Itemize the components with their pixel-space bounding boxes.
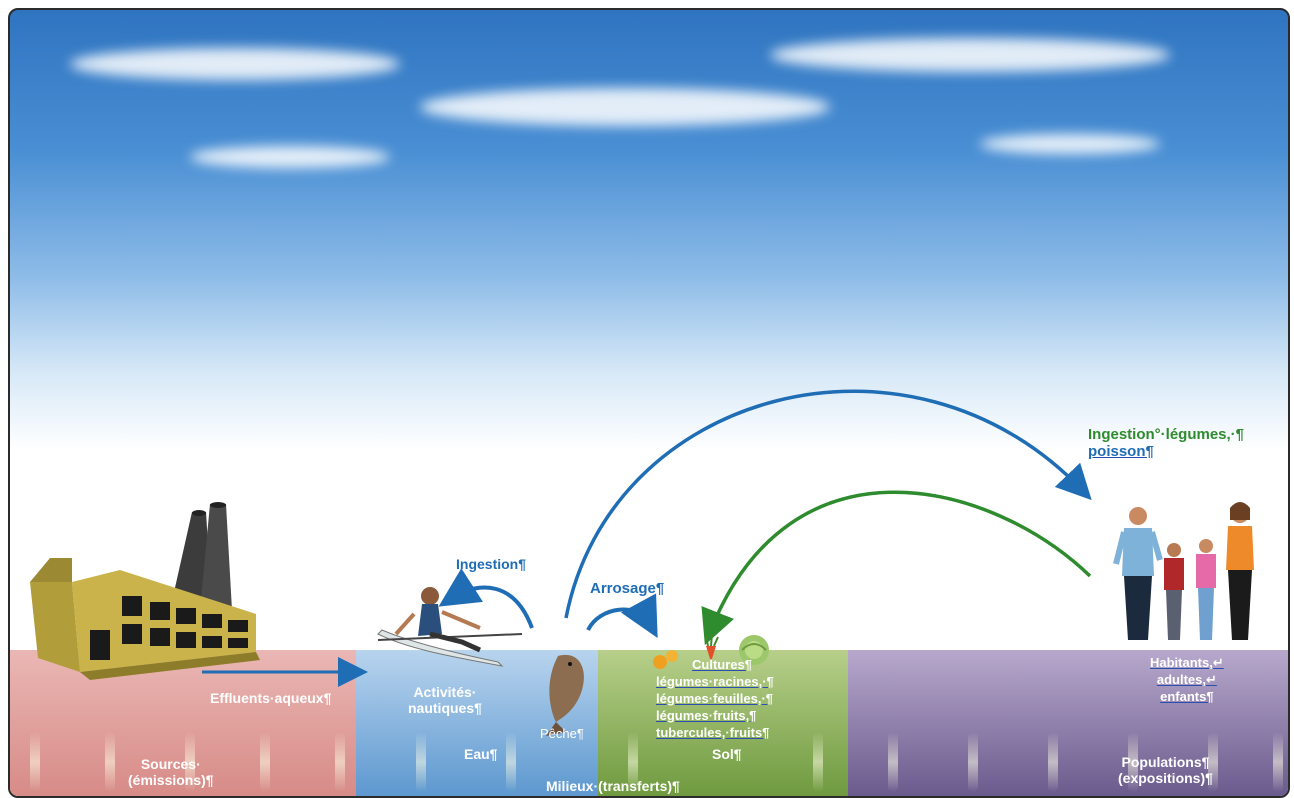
populations-line1: Populations¶: [1121, 754, 1210, 770]
sol-label: Sol¶: [712, 746, 742, 762]
populations-panel: [848, 650, 1288, 796]
habitants-line: Habitants,↵: [1150, 655, 1224, 670]
leg-racines: légumes·racines,·¶: [656, 674, 774, 689]
fish-icon: [546, 654, 584, 736]
leg-feuilles: légumes·feuilles,·¶: [656, 691, 774, 706]
cabbage-icon: [739, 635, 769, 665]
sources-label: Sources· (émissions)¶: [128, 756, 214, 788]
activites-label: Activités· nautiques¶: [408, 684, 482, 716]
habitants-label: Habitants,↵ adultes,↵ enfants¶: [1150, 654, 1224, 705]
arrosage-arrow: [586, 593, 658, 639]
sources-panel: [10, 650, 356, 796]
effluents-label: Effluents·aqueux¶: [210, 690, 332, 706]
ingestion-small-label: Ingestion¶: [456, 556, 527, 572]
cultures-title: Cultures¶: [692, 657, 752, 672]
cloud: [190, 146, 390, 168]
arrosage-label: Arrosage¶: [590, 580, 665, 597]
family-icon: [1113, 502, 1254, 640]
ingestion-big-line1: Ingestion°·légumes,·¶: [1088, 426, 1245, 443]
activites-line1: Activités·: [413, 684, 477, 700]
eau-label: Eau¶: [464, 746, 498, 762]
ingestion-green-arrow: [701, 490, 1092, 646]
ingestion-big-arrow: [564, 389, 1092, 619]
ingestion-big-label: Ingestion°·légumes,·¶ poisson¶: [1088, 426, 1244, 460]
sources-line2: (émissions)¶: [128, 772, 214, 788]
carrot-icon: [705, 633, 719, 662]
ingestion-small-arrow: [438, 568, 534, 629]
leg-fruits: légumes·fruits,¶: [656, 708, 757, 723]
peche-label: Pêche¶: [540, 726, 584, 741]
tubercules: tubercules,·fruits¶: [656, 725, 770, 740]
rower-icon: [377, 587, 523, 667]
enfants-line: enfants¶: [1160, 689, 1214, 704]
cloud: [420, 88, 830, 126]
adultes-line: adultes,↵: [1156, 672, 1217, 687]
oranges-icon: [653, 650, 678, 669]
ingestion-big-line2: poisson¶: [1088, 443, 1154, 460]
populations-label: Populations¶ (expositions)¶: [1118, 754, 1213, 786]
sources-line1: Sources·: [140, 756, 201, 772]
cloud: [980, 134, 1160, 154]
arrows-layer: [30, 389, 1254, 736]
cloud: [70, 48, 400, 80]
populations-line2: (expositions)¶: [1118, 770, 1213, 786]
cloud: [770, 38, 1170, 72]
diagram-frame: Effluents·aqueux¶ Ingestion¶ Arrosage¶ I…: [8, 8, 1290, 798]
cultures-label: Cultures¶ légumes·racines,·¶ légumes·feu…: [656, 656, 774, 741]
milieux-label: Milieux·(transferts)¶: [546, 778, 680, 794]
activites-line2: nautiques¶: [408, 700, 482, 716]
sol-panel: [598, 650, 848, 796]
factory-icon: [30, 502, 260, 680]
